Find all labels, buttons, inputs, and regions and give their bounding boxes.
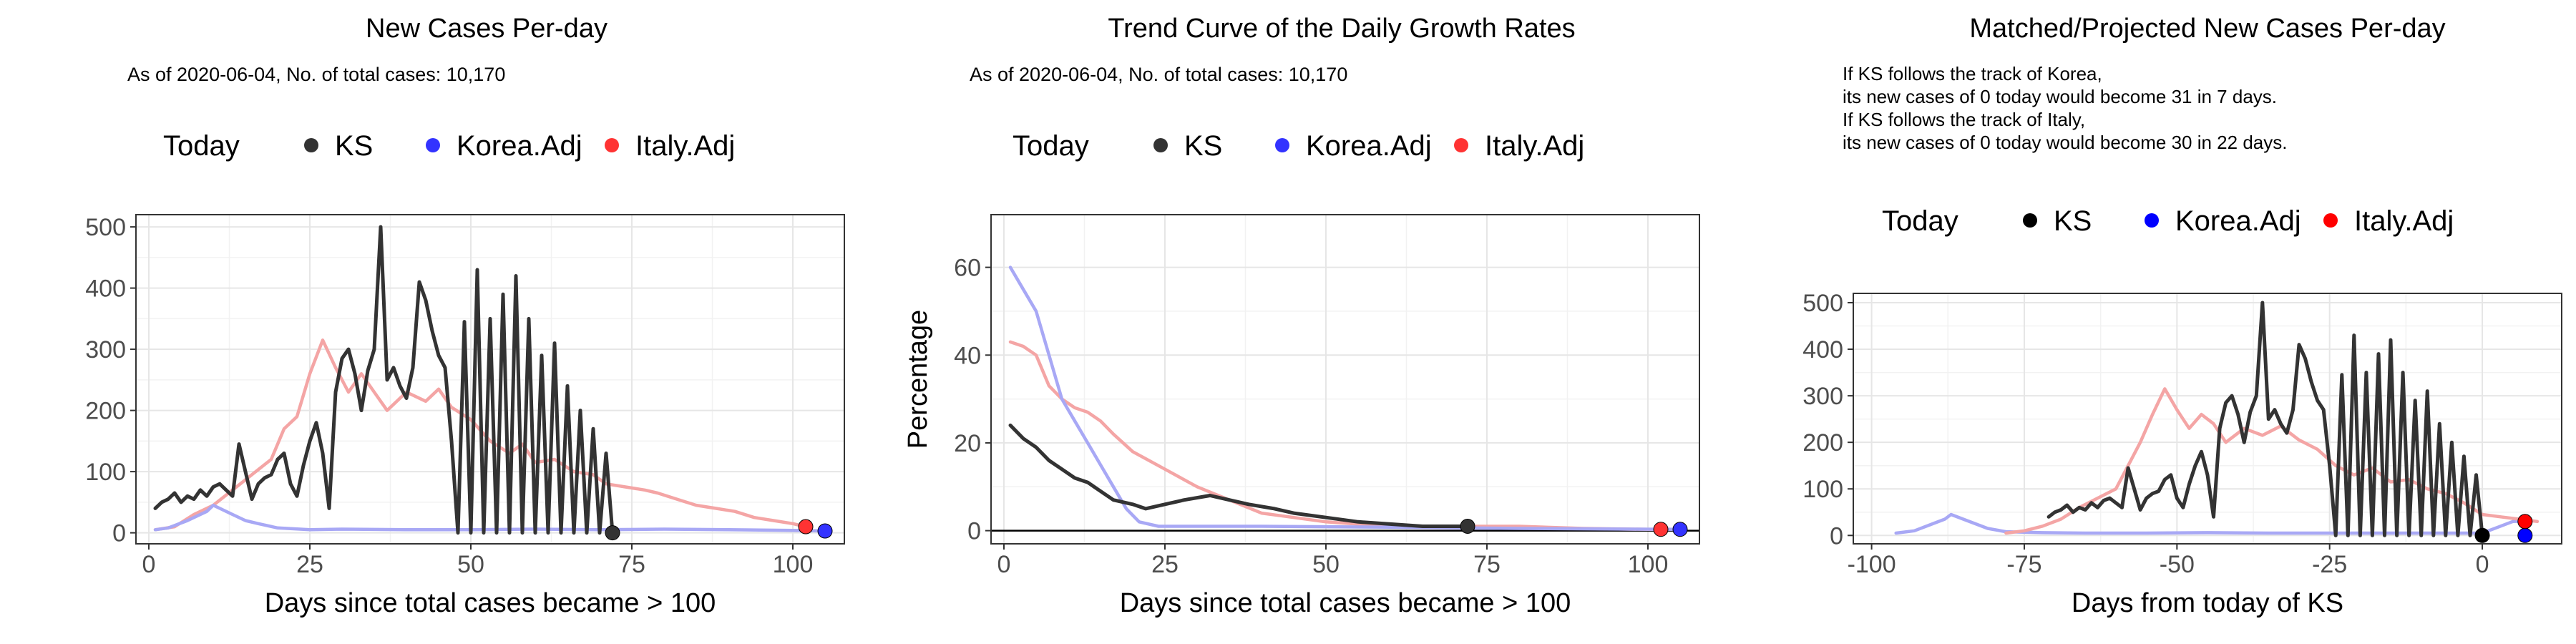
y-tick-label: 0 [1830, 522, 1843, 550]
legend-entry-italy-adj: Italy.Adj [2354, 205, 2454, 237]
x-tick-label: 0 [997, 551, 1011, 578]
y-tick-label: 200 [85, 398, 126, 425]
series-line-korea-adj [1894, 512, 2527, 535]
annotation-line: its new cases of 0 today would become 30… [1843, 132, 2287, 153]
legend-dot-ks [2023, 213, 2037, 228]
panel-title: Trend Curve of the Daily Growth Rates [1108, 14, 1575, 44]
x-tick-label: -25 [2312, 551, 2347, 578]
today-point-korea-adj [2517, 527, 2533, 543]
y-tick-label: 0 [112, 520, 126, 547]
legend-dot-korea-adj [1275, 138, 1289, 152]
y-tick-label: 100 [1802, 476, 1843, 503]
x-tick-label: 75 [1473, 551, 1501, 578]
today-point-italy-adj [798, 519, 814, 535]
plot-border [1853, 293, 2562, 545]
series-line-ks [2046, 301, 2484, 537]
y-tick-label: 500 [85, 214, 126, 241]
panel-subtitle: As of 2020-06-04, No. of total cases: 10… [127, 64, 505, 85]
panel-projected-cases: Matched/Projected New Cases Per-day If K… [1802, 14, 2562, 618]
y-axis-label: Percentage [903, 310, 933, 449]
legend-entry-italy-adj: Italy.Adj [635, 130, 735, 162]
x-tick-label: 25 [296, 551, 323, 578]
legend-entry-korea-adj: Korea.Adj [457, 130, 582, 162]
x-tick-label: 75 [618, 551, 645, 578]
series-line-italy-adj [2004, 387, 2540, 535]
panel-title: New Cases Per-day [366, 14, 608, 44]
legend-entry-ks: KS [1184, 130, 1222, 162]
x-tick-label: 50 [1312, 551, 1340, 578]
legend-entry-ks: KS [335, 130, 373, 162]
y-tick-label: 20 [954, 430, 981, 457]
y-tick-label: 400 [85, 275, 126, 303]
today-point-korea-adj [817, 523, 833, 539]
y-tick-label: 300 [1802, 383, 1843, 410]
panel-title: Matched/Projected New Cases Per-day [1969, 14, 2445, 44]
series-line-korea-adj [153, 503, 827, 533]
x-tick-label: 100 [773, 551, 814, 578]
legend-entry-korea-adj: Korea.Adj [1306, 130, 1432, 162]
series-line-korea-adj [1008, 265, 1682, 532]
legend-dot-ks [304, 138, 318, 152]
x-tick-label: -100 [1848, 551, 1896, 578]
y-tick-label: 500 [1802, 290, 1843, 317]
legend-dot-italy-adj [1454, 138, 1468, 152]
series-line-ks [1008, 423, 1470, 528]
y-tick-label: 40 [954, 342, 981, 369]
panel-subtitle: As of 2020-06-04, No. of total cases: 10… [970, 64, 1347, 85]
x-tick-label: 100 [1628, 551, 1669, 578]
series-line-italy-adj [1008, 340, 1663, 532]
y-tick-label: 300 [85, 336, 126, 364]
legend-dot-korea-adj [426, 138, 440, 152]
legend-entry-ks: KS [2054, 205, 2092, 237]
panel-new-cases: New Cases Per-day As of 2020-06-04, No. … [85, 14, 845, 618]
legend-title: Today [1882, 205, 1958, 237]
annotation-line: If KS follows the track of Korea, [1843, 63, 2102, 84]
annotation-line: If KS follows the track of Italy, [1843, 109, 2085, 130]
x-tick-label: 0 [2476, 551, 2489, 578]
y-tick-label: 400 [1802, 336, 1843, 364]
y-tick-label: 100 [85, 459, 126, 486]
y-tick-label: 60 [954, 255, 981, 282]
x-tick-label: -75 [2006, 551, 2041, 578]
legend-dot-korea-adj [2145, 213, 2159, 228]
legend-dot-italy-adj [2323, 213, 2338, 228]
y-tick-label: 200 [1802, 429, 1843, 457]
today-point-italy-adj [1653, 522, 1669, 537]
legend-dot-ks [1153, 138, 1168, 152]
legend-title: Today [163, 130, 240, 162]
y-tick-label: 0 [967, 518, 981, 545]
today-point-ks [2474, 527, 2490, 543]
x-tick-label: 0 [142, 551, 156, 578]
x-axis-label: Days from today of KS [2072, 588, 2343, 618]
today-point-ks [1460, 518, 1475, 534]
x-tick-label: 25 [1151, 551, 1179, 578]
today-point-korea-adj [1672, 522, 1688, 537]
annotation-line: its new cases of 0 today would become 31… [1843, 86, 2277, 107]
plot-border [990, 214, 1700, 545]
x-axis-label: Days since total cases became > 100 [1120, 588, 1571, 618]
today-point-italy-adj [2517, 514, 2533, 530]
plot-area [136, 215, 844, 544]
plot-border [135, 214, 845, 545]
legend-title: Today [1013, 130, 1089, 162]
today-point-ks [605, 525, 620, 541]
x-tick-label: 50 [457, 551, 484, 578]
legend-entry-italy-adj: Italy.Adj [1485, 130, 1584, 162]
series-line-ks [153, 225, 615, 535]
legend-entry-korea-adj: Korea.Adj [2175, 205, 2301, 237]
x-axis-label: Days since total cases became > 100 [265, 588, 716, 618]
x-tick-label: -50 [2160, 551, 2195, 578]
plot-area [991, 215, 1699, 544]
legend-dot-italy-adj [605, 138, 619, 152]
panel-growth-rates: Trend Curve of the Daily Growth Rates As… [903, 14, 1700, 618]
